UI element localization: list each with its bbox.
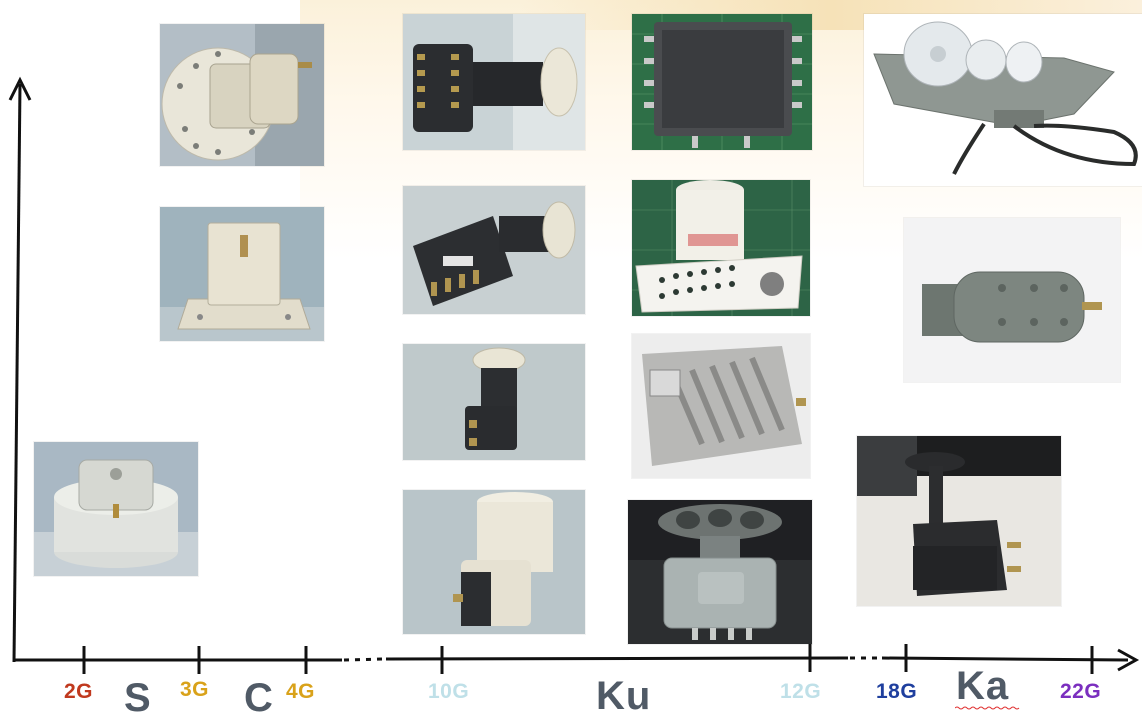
axis-break-1 — [343, 657, 385, 662]
band-label-ka: Ka — [956, 664, 1010, 708]
x-axis-arrowhead — [1117, 648, 1140, 672]
photo-c-band-lnb-rect-flange — [160, 207, 324, 341]
photo-ku-finned-block — [632, 334, 810, 478]
photo-ku-multiswitch — [632, 14, 812, 150]
tick-label-12g: 12G — [780, 680, 822, 703]
tick-label-3g: 3G — [180, 678, 210, 701]
x-axis-line-segment-3 — [881, 656, 1129, 662]
photo-c-band-lnb-round-flange — [160, 24, 324, 166]
photo-ku-quad-lnb — [403, 186, 585, 314]
photo-ka-multifeed-lnb — [864, 14, 1142, 186]
photo-ku-triple-feed — [628, 500, 812, 644]
x-axis-line-segment-2 — [385, 656, 849, 661]
tick-label-4g: 4G — [286, 680, 316, 703]
y-axis-arrowhead — [8, 76, 32, 101]
tick-label-10g: 10G — [428, 680, 470, 703]
photo-ka-grey-lnb — [904, 218, 1120, 382]
photo-ku-single-lnb — [403, 344, 585, 460]
photo-s-band-lnb — [34, 442, 198, 576]
tick-label-18g: 18G — [876, 680, 918, 703]
photo-ku-octo-lnb — [403, 14, 585, 150]
photo-ku-heatsink-lnb — [632, 180, 810, 316]
y-axis-line — [12, 83, 22, 663]
ka-spellcheck-underline — [955, 706, 1020, 710]
band-label-ku: Ku — [596, 674, 652, 718]
tick-label-22g: 22G — [1060, 680, 1102, 703]
band-label-c: C — [244, 676, 274, 720]
band-label-s: S — [124, 676, 152, 720]
photo-ka-black-lnb — [857, 436, 1061, 606]
photo-ku-white-lnb — [403, 490, 585, 634]
tick-label-2g: 2G — [64, 680, 94, 703]
